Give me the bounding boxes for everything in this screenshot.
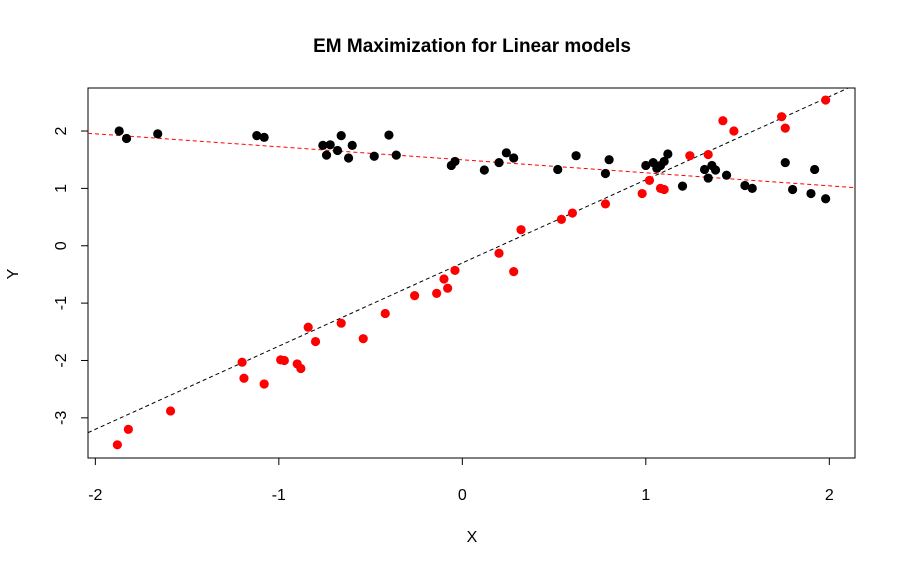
data-point — [788, 184, 798, 195]
data-point — [641, 160, 651, 171]
x-axis-label: X — [467, 529, 478, 546]
data-point — [237, 357, 247, 367]
y-tick-label: -1 — [53, 296, 70, 310]
plot-frame — [87, 87, 856, 459]
data-point — [659, 156, 669, 167]
x-tick-label: 1 — [641, 487, 650, 504]
data-point — [336, 131, 346, 141]
data-point — [494, 157, 504, 168]
data-point — [239, 373, 249, 383]
data-point — [780, 157, 790, 168]
data-point — [165, 406, 176, 416]
data-point — [343, 153, 354, 163]
data-point — [494, 248, 504, 258]
data-point — [777, 112, 787, 122]
data-point — [637, 188, 647, 199]
data-point — [677, 181, 688, 191]
data-point — [747, 183, 757, 193]
data-point — [380, 308, 390, 319]
data-point — [321, 150, 332, 160]
y-tick-label: -2 — [53, 353, 70, 367]
x-tick-label: 0 — [458, 487, 467, 504]
data-point — [740, 180, 750, 191]
data-point — [384, 130, 394, 140]
data-point — [296, 363, 306, 374]
data-point — [369, 151, 379, 161]
data-point — [501, 148, 511, 158]
data-point — [318, 140, 328, 150]
data-point — [121, 133, 132, 144]
data-point — [806, 188, 816, 199]
data-point — [644, 175, 655, 185]
data-point — [303, 322, 313, 332]
data-point — [821, 95, 831, 105]
x-tick-label: 2 — [825, 487, 834, 504]
y-tick-label: 2 — [53, 126, 70, 135]
data-point — [721, 170, 732, 180]
plot-area — [88, 88, 855, 434]
data-point — [600, 168, 611, 179]
data-point — [821, 194, 831, 204]
data-point — [729, 126, 739, 136]
data-point — [567, 208, 578, 218]
data-point — [509, 153, 519, 163]
data-point — [123, 424, 133, 434]
data-point — [780, 123, 790, 133]
fit-line — [88, 88, 850, 434]
data-point — [600, 199, 611, 209]
x-tick-label: -1 — [272, 487, 286, 504]
data-point — [432, 288, 442, 298]
data-point — [410, 291, 420, 301]
data-point — [153, 129, 163, 139]
data-point — [710, 165, 721, 175]
data-point — [443, 283, 453, 293]
data-point — [259, 379, 269, 389]
data-point — [450, 156, 460, 167]
data-point — [479, 165, 489, 175]
data-point — [358, 334, 368, 344]
data-point — [332, 145, 343, 156]
data-point — [516, 225, 526, 235]
x-tick-label: -2 — [88, 487, 102, 504]
data-point — [391, 150, 401, 160]
data-point — [685, 151, 695, 161]
data-point — [347, 140, 357, 150]
data-point — [509, 266, 519, 277]
data-point — [325, 140, 335, 150]
data-point — [703, 149, 713, 160]
data-point — [571, 151, 581, 161]
data-point — [556, 214, 567, 224]
axes: -2 -1 0 1 2 -3 -2 -1 0 1 2 — [53, 87, 856, 504]
data-point — [553, 164, 563, 175]
data-point — [450, 265, 460, 276]
data-point — [659, 184, 669, 195]
data-point — [663, 149, 673, 159]
data-point — [310, 336, 321, 347]
data-point — [259, 132, 269, 142]
data-point — [439, 274, 449, 284]
data-point — [703, 173, 713, 183]
fit-line — [88, 132, 855, 189]
data-point — [604, 155, 614, 165]
y-tick-label: 1 — [53, 184, 70, 193]
y-tick-label: -3 — [53, 411, 70, 425]
y-tick-label: 0 — [53, 241, 70, 250]
data-point — [718, 116, 728, 126]
data-point — [336, 318, 346, 328]
data-point — [112, 440, 122, 450]
data-point — [699, 164, 710, 175]
y-axis-label: Y — [5, 268, 22, 279]
data-point — [810, 164, 820, 175]
data-point — [279, 355, 289, 366]
data-point — [114, 126, 124, 136]
data-point — [252, 131, 262, 141]
chart-title: EM Maximization for Linear models — [313, 36, 631, 57]
